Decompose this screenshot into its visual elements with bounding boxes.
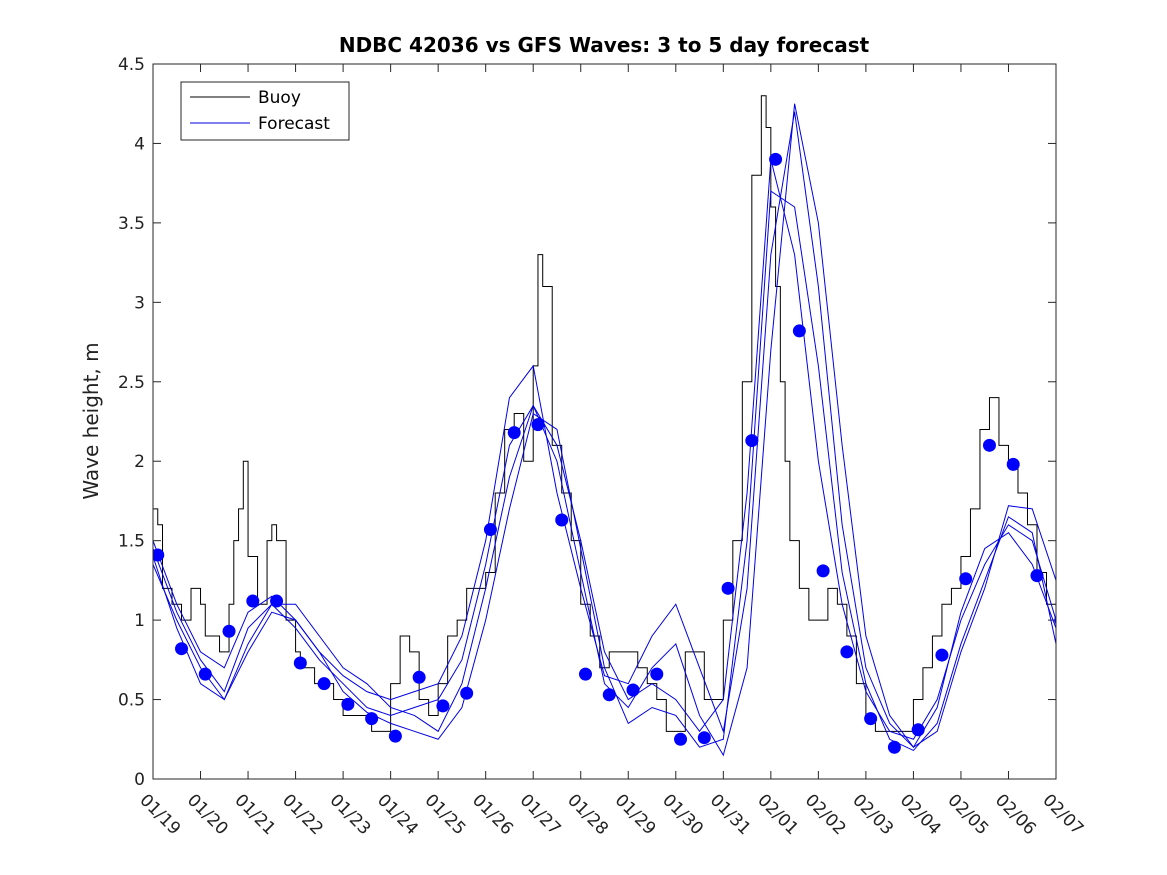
x-tick-label: 01/29 (611, 790, 660, 839)
x-tick-label: 02/03 (848, 790, 897, 839)
x-tick-label: 02/04 (896, 790, 945, 839)
y-tick-label: 0 (134, 770, 145, 790)
y-axis: 0 0.5 1 1.5 2 2.5 3 3.5 4 4.5 (118, 55, 1056, 790)
forecast-marker (365, 712, 379, 726)
forecast-marker (507, 426, 521, 440)
forecast-marker (602, 688, 616, 702)
legend: Buoy Forecast (180, 81, 350, 141)
x-tick-label: 01/22 (278, 790, 327, 839)
forecast-marker (246, 594, 260, 608)
x-tick-label: 01/30 (658, 790, 707, 839)
forecast-marker (175, 642, 189, 656)
forecast-marker (721, 581, 735, 595)
forecast-marker (531, 418, 545, 432)
forecast-marker (460, 686, 474, 700)
plot-frame (152, 63, 1057, 780)
forecast-marker (293, 656, 307, 670)
x-tick-label: 02/02 (801, 790, 850, 839)
forecast-marker (198, 667, 212, 681)
forecast-marker (270, 594, 284, 608)
forecast-marker (816, 564, 830, 578)
chart-title: NDBC 42036 vs GFS Waves: 3 to 5 day fore… (339, 33, 870, 57)
forecast-marker (840, 645, 854, 659)
forecast-marker (555, 513, 569, 527)
forecast-marker (769, 152, 783, 166)
y-tick-label: 2 (134, 452, 145, 472)
x-tick-label: 01/25 (421, 790, 470, 839)
legend-box (180, 81, 350, 141)
data-layer (153, 95, 1056, 757)
forecast-marker (650, 667, 664, 681)
buoy-series-line (153, 95, 1056, 732)
x-tick-label: 02/07 (1038, 790, 1087, 839)
forecast-marker (388, 729, 402, 743)
x-tick-label: 01/20 (183, 790, 232, 839)
forecast-marker (341, 697, 355, 711)
legend-buoy-label: Buoy (258, 88, 301, 108)
x-tick-label: 01/27 (516, 790, 565, 839)
forecast-marker (483, 523, 497, 537)
forecast-marker (745, 434, 759, 448)
forecast-line-3 (153, 111, 1056, 749)
x-tick-label: 01/26 (468, 790, 517, 839)
forecast-marker (578, 667, 592, 681)
forecast-marker (911, 723, 925, 737)
x-tick-label: 01/23 (326, 790, 375, 839)
forecast-marker (222, 624, 236, 638)
forecast-marker (412, 670, 426, 684)
x-tick-label: 01/24 (373, 790, 422, 839)
x-tick-label: 01/31 (706, 790, 755, 839)
forecast-lines (153, 103, 1056, 757)
x-tick-label: 02/01 (753, 790, 802, 839)
y-tick-label: 0.5 (118, 691, 145, 711)
legend-forecast-label: Forecast (258, 114, 330, 134)
forecast-marker (1030, 569, 1044, 583)
y-tick-label: 3.5 (118, 214, 145, 234)
forecast-marker (153, 548, 165, 562)
forecast-marker (792, 324, 806, 338)
forecast-marker (864, 712, 878, 726)
y-tick-label: 4.5 (118, 55, 145, 75)
forecast-marker (674, 732, 688, 746)
forecast-marker (959, 572, 973, 586)
x-tick-label: 02/06 (991, 790, 1040, 839)
forecast-marker (697, 731, 711, 745)
y-tick-label: 1 (134, 611, 145, 631)
y-axis-label: Wave height, m (79, 342, 103, 499)
forecast-marker (982, 438, 996, 452)
x-tick-label: 02/05 (943, 790, 992, 839)
forecast-marker (317, 677, 331, 691)
y-tick-label: 4 (134, 134, 145, 154)
y-tick-label: 3 (134, 293, 145, 313)
forecast-marker (935, 648, 949, 662)
forecast-marker (887, 740, 901, 754)
forecast-marker (1006, 457, 1020, 471)
forecast-marker (436, 699, 450, 713)
x-tick-label: 01/21 (231, 790, 280, 839)
y-tick-label: 1.5 (118, 532, 145, 552)
x-tick-label: 01/28 (563, 790, 612, 839)
plot-area (153, 64, 1056, 779)
y-tick-label: 2.5 (118, 373, 145, 393)
forecast-line-4 (153, 103, 1056, 757)
forecast-markers (153, 152, 1056, 754)
forecast-marker (626, 683, 640, 697)
x-tick-label: 01/19 (135, 790, 184, 839)
